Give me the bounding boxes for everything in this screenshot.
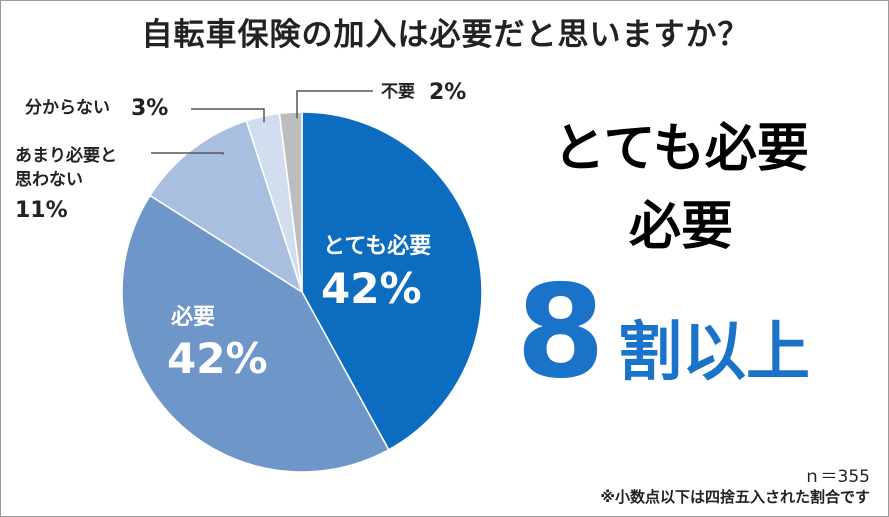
slice-label-4: 分からない — [25, 98, 110, 118]
sample-size: ｎ＝355 — [803, 467, 870, 487]
leader-line-5 — [296, 90, 373, 119]
slice-value-1: 42% — [321, 264, 422, 313]
leader-line-4 — [191, 108, 265, 123]
callout-highlight: 8 割以上 — [516, 269, 876, 409]
slice-label-2: 必要 — [171, 304, 215, 330]
callout-big-number: 8 — [516, 258, 606, 407]
callout-line-1: とても必要 — [553, 119, 809, 179]
slice-label-1: とても必要 — [323, 233, 431, 259]
pie-slice-5 — [278, 111, 303, 293]
callout-suffix: 割以上 — [618, 316, 810, 390]
slice-value-5: 2% — [429, 80, 466, 105]
slice-value-4: 3% — [131, 96, 168, 121]
pie-slice-3 — [148, 119, 304, 294]
slice-value-2: 42% — [167, 334, 268, 383]
chart-title: 自転車保険の加入は必要だと思いますか？ — [141, 17, 750, 53]
pie-slice-2 — [121, 194, 390, 473]
slice-value-3: 11% — [15, 198, 68, 223]
footnote: ※小数点以下は四捨五入された割合です — [600, 488, 870, 506]
leader-line-3 — [151, 152, 224, 155]
callout-line-2: 必要 — [628, 197, 733, 257]
slice-label-5: 不要 — [381, 82, 415, 102]
pie-slice-1 — [301, 111, 483, 451]
slice-label-3b: 思わない — [15, 170, 83, 190]
slice-label-3a: あまり必要と — [15, 145, 117, 166]
